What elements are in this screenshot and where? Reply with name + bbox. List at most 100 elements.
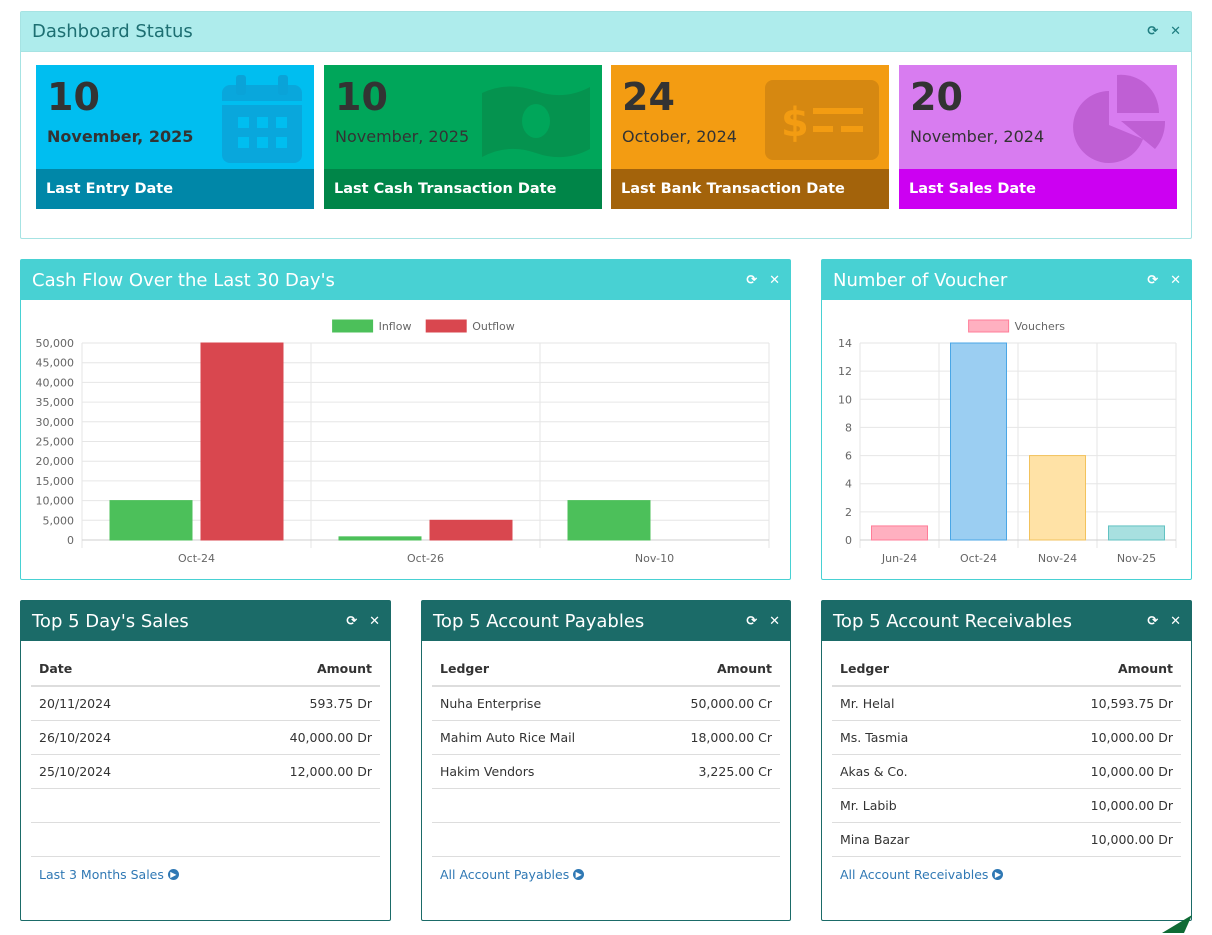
refresh-icon[interactable]: ⟳ [746, 272, 758, 288]
cell-ledger: Ms. Tasmia [832, 720, 995, 755]
cashflow-header: Cash Flow Over the Last 30 Day's ⟳ ✕ [21, 260, 790, 300]
y-tick-label: 0 [67, 534, 74, 547]
close-icon[interactable]: ✕ [369, 613, 380, 629]
close-icon[interactable]: ✕ [769, 613, 780, 629]
bar [109, 500, 193, 541]
table-header-row: Date Amount [31, 652, 380, 687]
close-icon[interactable]: ✕ [1170, 24, 1181, 39]
close-icon[interactable]: ✕ [1170, 272, 1181, 288]
table-row: Ms. Tasmia 10,000.00 Dr [832, 720, 1181, 755]
link-label: Last 3 Months Sales [39, 867, 164, 882]
y-tick-label: 40,000 [36, 376, 75, 389]
legend-swatch [968, 319, 1010, 333]
table-row [432, 822, 780, 857]
link-label: All Account Payables [440, 867, 570, 882]
cell-ledger: Akas & Co. [832, 754, 995, 789]
panel-title: Number of Voucher [833, 269, 1008, 291]
table-header-row: Ledger Amount [832, 652, 1181, 687]
stat-label: Last Entry Date [36, 169, 314, 209]
top-receivables-panel: Top 5 Account Receivables ⟳ ✕ Ledger Amou… [821, 600, 1192, 921]
y-tick-label: 10 [838, 393, 852, 406]
refresh-icon[interactable]: ⟳ [346, 613, 358, 629]
stat-label: Last Sales Date [899, 169, 1177, 209]
cell-date: 20/11/2024 [31, 686, 196, 721]
y-tick-label: 14 [838, 337, 852, 350]
table-row [432, 788, 780, 823]
x-tick-label: Nov-25 [1117, 552, 1156, 565]
y-tick-label: 50,000 [36, 337, 75, 350]
table-row: 20/11/2024 593.75 Dr [31, 686, 380, 721]
cashflow-panel: Cash Flow Over the Last 30 Day's ⟳ ✕ 0 5,… [20, 259, 791, 580]
column-header-ledger: Ledger [832, 652, 995, 687]
cell-amount: 3,225.00 Cr [643, 754, 780, 789]
cell-amount: 10,000.00 Dr [994, 822, 1181, 857]
legend-label: Inflow [379, 320, 412, 333]
table-row [31, 788, 380, 823]
cell-amount: 10,593.75 Dr [994, 686, 1181, 721]
panel-tools: ⟳ ✕ [746, 273, 780, 288]
panel-tools: ⟳ ✕ [746, 614, 780, 629]
legend-label: Vouchers [1015, 320, 1066, 333]
y-tick-label: 4 [845, 478, 852, 491]
close-icon[interactable]: ✕ [1170, 613, 1181, 629]
table-row [31, 822, 380, 857]
y-tick-label: 15,000 [36, 475, 75, 488]
x-tick-label: Nov-10 [635, 552, 674, 565]
y-tick-label: 8 [845, 421, 852, 434]
cell-ledger [432, 822, 644, 857]
panel-tools: ⟳ ✕ [1147, 273, 1181, 288]
cell-ledger [432, 788, 644, 823]
y-tick-label: 6 [845, 450, 852, 463]
bank-card-icon: $ [765, 80, 879, 160]
panel-title: Top 5 Account Payables [433, 610, 645, 632]
refresh-icon[interactable]: ⟳ [1147, 272, 1159, 288]
top-receivables-header: Top 5 Account Receivables ⟳ ✕ [822, 601, 1191, 641]
dashboard-status-panel: Dashboard Status ⟳ ✕ 10 November, 2025 L… [20, 11, 1192, 239]
circle-arrow-right-icon: ▶ [573, 869, 585, 880]
panel-title: Dashboard Status [32, 21, 193, 42]
stat-card-last-cash-transaction[interactable]: 10 November, 2025 Last Cash Transaction … [324, 65, 602, 209]
cell-amount: 10,000.00 Dr [994, 788, 1181, 823]
table-row: Mina Bazar 10,000.00 Dr [832, 822, 1181, 857]
refresh-icon[interactable]: ⟳ [1147, 613, 1159, 629]
money-icon [482, 86, 590, 158]
stat-card-last-bank-transaction[interactable]: $ 24 October, 2024 Last Bank Transaction… [611, 65, 889, 209]
table-row: 25/10/2024 12,000.00 Dr [31, 754, 380, 789]
cell-date [31, 788, 196, 823]
cell-amount: 10,000.00 Dr [994, 754, 1181, 789]
cell-amount [195, 822, 380, 857]
panel-title: Top 5 Account Receivables [833, 610, 1072, 632]
circle-arrow-right-icon: ▶ [167, 869, 179, 880]
refresh-icon[interactable]: ⟳ [746, 613, 758, 629]
close-icon[interactable]: ✕ [769, 272, 780, 288]
stat-card-last-sales[interactable]: 20 November, 2024 Last Sales Date [899, 65, 1177, 209]
voucher-chart: 0 2 4 6 8 10 12 14 Jun-24 Oct-24 Nov-24 Nov-25 Vouch… [838, 319, 1177, 565]
all-account-receivables-link[interactable]: All Account Receivables ▶ [840, 867, 1004, 882]
table-row: Mr. Labib 10,000.00 Dr [832, 788, 1181, 823]
legend-swatch [425, 319, 467, 333]
cell-ledger: Mr. Helal [832, 686, 995, 721]
y-tick-label: 2 [845, 506, 852, 519]
x-tick-label: Jun-24 [881, 552, 917, 565]
refresh-icon[interactable]: ⟳ [1147, 24, 1159, 39]
stat-label: Last Cash Transaction Date [324, 169, 602, 209]
panel-title: Top 5 Day's Sales [32, 610, 189, 632]
table-row: Mr. Helal 10,593.75 Dr [832, 686, 1181, 721]
legend-label: Outflow [472, 320, 515, 333]
cell-date [31, 822, 196, 857]
last-3-months-sales-link[interactable]: Last 3 Months Sales ▶ [39, 867, 179, 882]
all-account-payables-link[interactable]: All Account Payables ▶ [440, 867, 585, 882]
dashboard-status-header: Dashboard Status ⟳ ✕ [21, 12, 1191, 52]
cell-ledger: Mahim Auto Rice Mail [432, 720, 644, 755]
stat-day: 20 [910, 75, 963, 119]
cell-date: 26/10/2024 [31, 720, 196, 755]
panel-tools: ⟳ ✕ [346, 614, 380, 629]
x-tick-label: Oct-26 [407, 552, 444, 565]
bar [567, 500, 651, 541]
receivables-table: Ledger Amount Mr. Helal 10,593.75 Dr Ms. T… [832, 652, 1181, 857]
bar [950, 342, 1007, 541]
stat-card-last-entry[interactable]: 10 November, 2025 Last Entry Date [36, 65, 314, 209]
column-header-ledger: Ledger [432, 652, 644, 687]
y-tick-label: 30,000 [36, 416, 75, 429]
y-tick-label: 5,000 [43, 514, 75, 527]
